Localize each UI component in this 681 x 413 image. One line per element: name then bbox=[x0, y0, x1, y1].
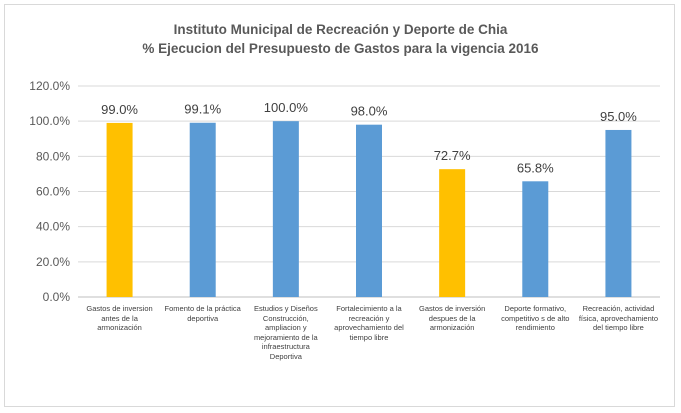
data-label: 65.8% bbox=[517, 160, 554, 175]
bar bbox=[106, 122, 133, 297]
x-tick-label: Recreación, actividad física, aprovecham… bbox=[578, 304, 659, 333]
y-tick-label: 40.0% bbox=[36, 220, 70, 234]
data-label: 100.0% bbox=[264, 100, 309, 115]
chart-title: Instituto Municipal de Recreación y Depo… bbox=[173, 22, 508, 37]
bar bbox=[522, 181, 549, 297]
x-tick-label: Gastos de inversión despues de la armoni… bbox=[418, 304, 486, 333]
x-tick-label: Estudios y Diseños Construcción, ampliac… bbox=[253, 304, 318, 361]
y-tick-label: 100.0% bbox=[29, 114, 70, 128]
chart-subtitle: % Ejecucion del Presupuesto de Gastos pa… bbox=[142, 41, 539, 56]
bar bbox=[439, 169, 466, 297]
x-tick-label: Gastos de inversion antes de la armoniza… bbox=[86, 304, 153, 333]
y-tick-label: 60.0% bbox=[36, 185, 70, 199]
bar bbox=[189, 122, 216, 297]
x-tick-label: Fortalecimiento a la recreación y aprove… bbox=[334, 304, 404, 342]
y-tick-label: 0.0% bbox=[43, 290, 71, 304]
data-label: 98.0% bbox=[351, 104, 388, 119]
data-label: 99.0% bbox=[101, 102, 138, 117]
data-label: 95.0% bbox=[600, 109, 637, 124]
x-tick-label: Fomento de la práctica deportiva bbox=[164, 304, 241, 323]
x-tick-label: Deporte formativo, competitivo s de alto… bbox=[501, 304, 570, 333]
y-tick-label: 120.0% bbox=[29, 79, 70, 93]
bar bbox=[272, 121, 299, 298]
bar bbox=[356, 124, 382, 297]
bar bbox=[605, 129, 632, 297]
y-tick-label: 80.0% bbox=[36, 149, 70, 163]
data-label: 72.7% bbox=[434, 148, 471, 163]
y-tick-label: 20.0% bbox=[36, 255, 70, 269]
data-label: 99.1% bbox=[184, 102, 221, 117]
